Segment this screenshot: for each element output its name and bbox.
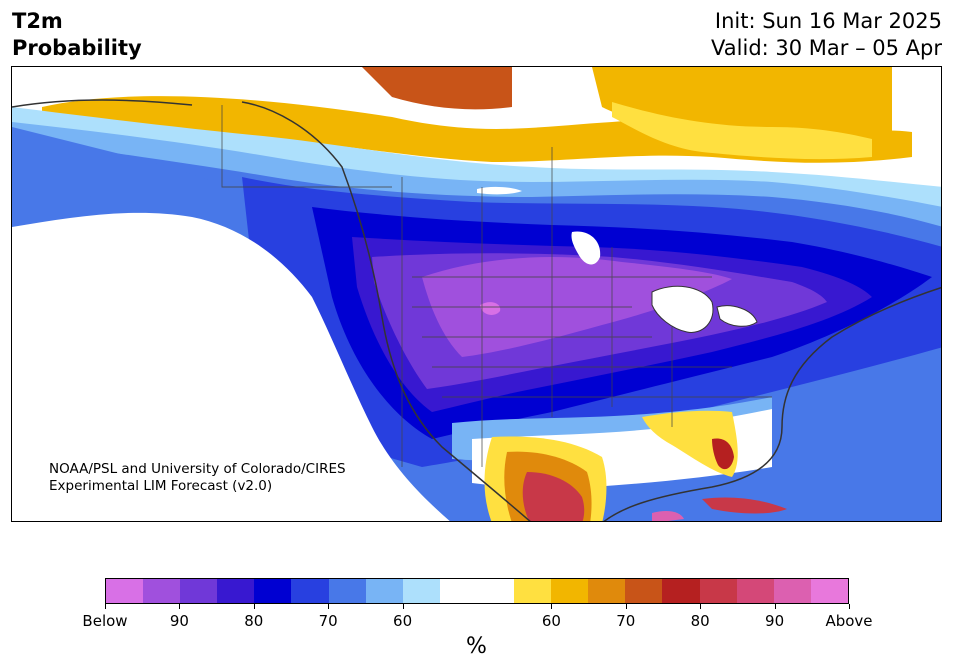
colorbar-cell	[551, 579, 589, 603]
great-lakes	[651, 285, 758, 333]
colorbar-cell	[699, 579, 737, 603]
colorbar-unit: %	[466, 634, 487, 659]
colorbar-tick-label: Below	[82, 612, 128, 630]
cuba-red	[702, 497, 787, 514]
colorbar-tick-label: Above	[825, 612, 873, 630]
variable-label: T2m	[12, 9, 63, 33]
valid-range: Valid: 30 Mar – 05 Apr	[711, 36, 942, 60]
state-borders	[221, 105, 772, 467]
colorbar-tick-label: 80	[244, 612, 264, 630]
colorbar-cell	[365, 579, 403, 603]
colorbar-tick-label: 60	[541, 612, 561, 630]
greenland-light	[612, 102, 872, 160]
hudson-bay-patch	[571, 231, 601, 265]
coastline	[12, 99, 941, 521]
colorbar-cell	[254, 579, 292, 603]
colorbar-tick-label: 70	[318, 612, 338, 630]
colorbar-cell	[291, 579, 329, 603]
colorbar-cell	[439, 579, 477, 603]
colorbar-cell	[773, 579, 811, 603]
colorbar-tick	[105, 604, 106, 609]
init-date: Init: Sun 16 Mar 2025	[714, 9, 942, 33]
map-canvas	[12, 67, 941, 521]
credit-text: NOAA/PSL and University of Colorado/CIRE…	[49, 461, 346, 495]
colorbar-tick-label: 90	[765, 612, 785, 630]
colorbar-cell	[143, 579, 181, 603]
map-title: T2m Probability	[12, 8, 142, 62]
colorbar-cell	[328, 579, 366, 603]
cold-core-extreme	[480, 302, 501, 315]
colorbar-cell	[402, 579, 440, 603]
colorbar-cell	[180, 579, 218, 603]
forecast-dates: Init: Sun 16 Mar 2025 Valid: 30 Mar – 05…	[711, 8, 942, 62]
colorbar-tick	[179, 604, 181, 609]
credit-line-1: NOAA/PSL and University of Colorado/CIRE…	[49, 461, 346, 477]
colorbar-cell	[106, 579, 144, 603]
arctic-orange-patch	[362, 67, 512, 110]
colorbar-cell	[662, 579, 700, 603]
caribbean-warm	[652, 511, 684, 521]
colorbar-cell	[810, 579, 848, 603]
colorbar-tick-label: 60	[393, 612, 413, 630]
colorbar-cell	[514, 579, 552, 603]
probability-map	[11, 66, 942, 522]
colorbar-ticks	[105, 604, 850, 614]
white-patch-north	[477, 186, 522, 195]
colorbar-tick-label: 80	[690, 612, 710, 630]
colorbar-cell	[625, 579, 663, 603]
alaska-ocean-blank	[12, 212, 450, 521]
colorbar-tick	[700, 604, 702, 609]
colorbar-tick	[402, 604, 404, 609]
colorbar-cell	[217, 579, 255, 603]
alaska-cold	[12, 127, 227, 227]
product-label: Probability	[12, 36, 142, 60]
colorbar-tick	[849, 604, 850, 609]
colorbar-tick-label: 70	[616, 612, 636, 630]
colorbar-tick	[253, 604, 255, 609]
colorbar-tick-label: 90	[169, 612, 189, 630]
florida-red	[712, 438, 734, 470]
colorbar-cell	[736, 579, 774, 603]
credit-line-2: Experimental LIM Forecast (v2.0)	[49, 478, 273, 494]
mexico-red	[522, 472, 585, 521]
colorbar-tick	[328, 604, 330, 609]
probability-colorbar	[105, 578, 849, 604]
colorbar-tick	[774, 604, 776, 609]
colorbar-tick	[625, 604, 627, 609]
florida-warm	[642, 410, 738, 477]
colorbar-cell	[588, 579, 626, 603]
colorbar-cell	[476, 579, 515, 603]
colorbar-tick	[551, 604, 553, 609]
